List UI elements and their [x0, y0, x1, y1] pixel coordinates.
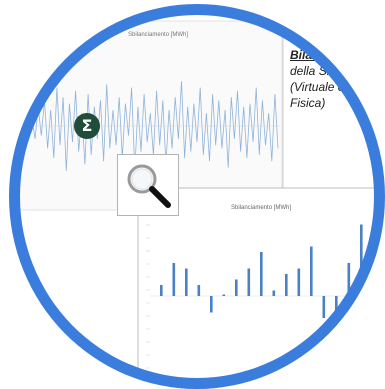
- bar: [360, 224, 363, 296]
- bar: [185, 268, 188, 296]
- side-text-line-1: della Sm: [290, 64, 337, 78]
- top-chart-title: Sbilanciamento [MWh]: [128, 32, 189, 38]
- bar: [235, 279, 238, 296]
- bar: [172, 263, 176, 296]
- bottom-chart-bars: [160, 224, 363, 340]
- bar: [197, 285, 201, 296]
- bar: [347, 263, 351, 296]
- bar: [222, 294, 226, 296]
- side-text-line-2: (Virtuale o: [290, 80, 345, 94]
- side-text-block: Bilan della Sm (Virtuale o Fisica): [290, 47, 344, 111]
- side-text-title: Bilan: [290, 48, 320, 62]
- bar: [160, 285, 163, 296]
- bar: [322, 296, 326, 318]
- bar: [310, 246, 313, 296]
- magnifier-icon: [117, 154, 179, 216]
- side-text-line-3: Fisica): [290, 96, 326, 110]
- bar: [335, 296, 338, 340]
- top-chart-line: [31, 81, 279, 171]
- bar: [260, 252, 263, 296]
- bar: [210, 296, 213, 313]
- top-chart-series: [31, 81, 279, 171]
- bar: [297, 268, 301, 296]
- bar: [272, 290, 276, 296]
- bottom-chart-ticks: [146, 224, 150, 369]
- bottom-chart-title: Sbilanciamento [MWh]: [231, 205, 292, 211]
- bar: [247, 268, 251, 296]
- sigma-icon: Σ: [74, 113, 100, 139]
- bar: [285, 274, 288, 296]
